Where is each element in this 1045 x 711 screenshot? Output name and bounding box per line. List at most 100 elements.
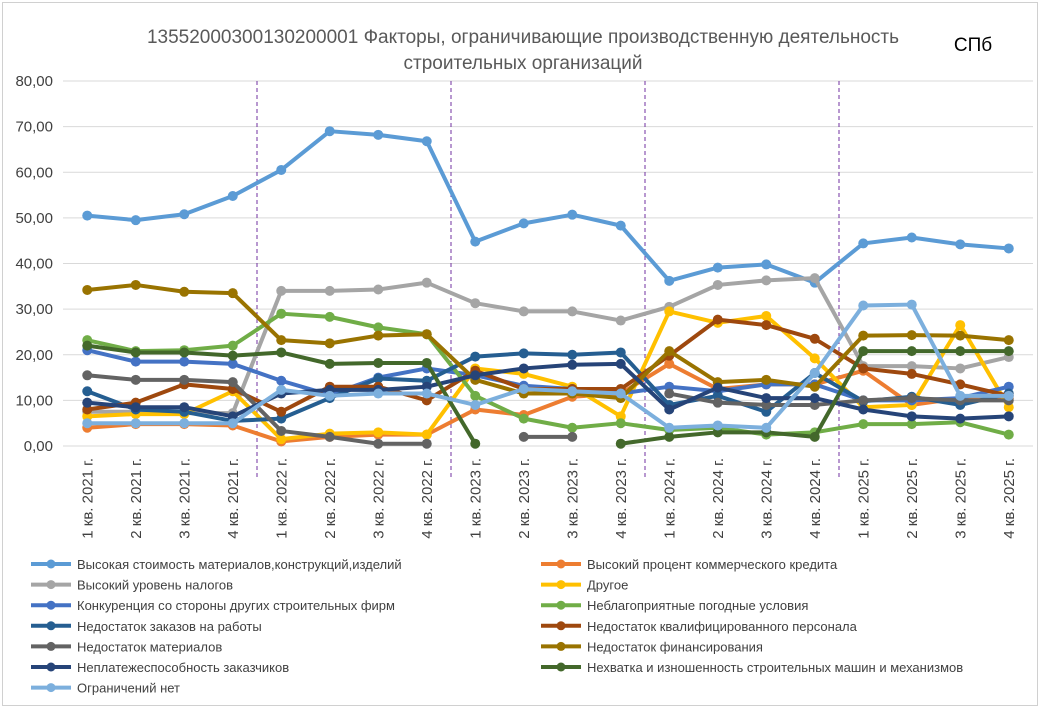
data-point bbox=[82, 397, 93, 408]
data-point bbox=[276, 347, 287, 358]
legend-item: Другое bbox=[541, 578, 628, 593]
data-point bbox=[82, 411, 93, 422]
x-tick-label: 4 кв. 2025 г. bbox=[1001, 458, 1018, 539]
data-point bbox=[858, 300, 869, 311]
legend-label: Неблагоприятные погодные условия bbox=[587, 598, 808, 613]
data-point bbox=[858, 395, 869, 406]
series-line bbox=[85, 311, 1011, 437]
data-point bbox=[324, 358, 335, 369]
legend-label: Недостаток материалов bbox=[77, 639, 222, 654]
data-point bbox=[615, 411, 626, 422]
data-point bbox=[373, 322, 384, 333]
legend-item: Недостаток заказов на работы bbox=[31, 619, 262, 634]
data-point bbox=[761, 310, 772, 321]
x-tick-label: 2 кв. 2023 г. bbox=[516, 458, 533, 539]
y-tick-label: 50,00 bbox=[15, 210, 53, 227]
data-point bbox=[82, 210, 93, 221]
data-point bbox=[761, 275, 772, 286]
data-point bbox=[179, 209, 190, 220]
data-point bbox=[858, 404, 869, 415]
data-point bbox=[664, 431, 675, 442]
data-point bbox=[227, 350, 238, 361]
data-point bbox=[82, 404, 93, 415]
series-line bbox=[85, 302, 1011, 430]
data-point bbox=[712, 390, 723, 401]
x-tick-label: 3 кв. 2021 г. bbox=[176, 458, 193, 539]
y-tick-label: 80,00 bbox=[15, 73, 53, 90]
legend-label: Недостаток заказов на работы bbox=[77, 619, 262, 634]
data-point bbox=[373, 438, 384, 449]
data-point bbox=[82, 418, 93, 429]
legend-item: Конкуренция со стороны других строительн… bbox=[31, 598, 395, 613]
legend-item: Высокая стоимость материалов,конструкций… bbox=[31, 557, 402, 572]
data-point bbox=[421, 329, 432, 340]
legend-swatch-marker bbox=[46, 559, 56, 569]
legend-label: Высокий процент коммерческого кредита bbox=[587, 557, 838, 572]
data-point bbox=[276, 425, 287, 436]
data-point bbox=[276, 406, 287, 417]
data-point bbox=[906, 346, 917, 357]
legend-item: Нехватка и изношенность строительных маш… bbox=[541, 660, 963, 675]
x-tick-label: 3 кв. 2025 г. bbox=[952, 458, 969, 539]
y-axis-ticks: 0,00 10,00 20,00 30,00 40,00 50,00 60,00 70,00 8… bbox=[15, 73, 53, 455]
data-point bbox=[761, 399, 772, 410]
data-point bbox=[421, 357, 432, 368]
data-point bbox=[470, 236, 481, 247]
data-point bbox=[179, 402, 190, 413]
data-point bbox=[906, 232, 917, 243]
data-point bbox=[664, 306, 675, 317]
data-point bbox=[809, 431, 820, 442]
legend-item: Недостаток квалифицированного персонала bbox=[541, 619, 858, 634]
data-point bbox=[858, 346, 869, 357]
data-point bbox=[615, 418, 626, 429]
data-point bbox=[712, 427, 723, 438]
legend-item: Ограничений нет bbox=[31, 681, 180, 696]
data-point bbox=[615, 358, 626, 369]
data-point bbox=[906, 361, 917, 372]
data-point bbox=[1003, 335, 1014, 346]
data-point bbox=[179, 347, 190, 358]
data-point bbox=[130, 279, 141, 290]
data-point bbox=[470, 390, 481, 401]
legend-item: Недостаток материалов bbox=[31, 639, 222, 654]
line-chart: 13552000300130200001 Факторы, ограничива… bbox=[15, 27, 1033, 696]
legend-label: Нехватка и изношенность строительных маш… bbox=[587, 660, 963, 675]
data-point bbox=[761, 422, 772, 433]
data-point bbox=[470, 351, 481, 362]
x-axis-ticks: 1 кв. 2021 г. 2 кв. 2021 г. 3 кв. 2021 г. 4… bbox=[79, 458, 1018, 539]
data-point bbox=[761, 374, 772, 385]
data-point bbox=[615, 347, 626, 358]
data-point bbox=[712, 262, 723, 273]
data-point bbox=[324, 285, 335, 296]
data-point bbox=[421, 136, 432, 147]
series-1 bbox=[82, 126, 1014, 288]
series-group bbox=[82, 126, 1014, 449]
data-point bbox=[1003, 346, 1014, 357]
data-point bbox=[421, 277, 432, 288]
data-point bbox=[955, 346, 966, 357]
data-point bbox=[82, 284, 93, 295]
legend-item: Недостаток финансирования bbox=[541, 639, 763, 654]
data-point bbox=[373, 357, 384, 368]
data-point bbox=[276, 413, 287, 424]
data-point bbox=[373, 427, 384, 438]
legend-item: Неблагоприятные погодные условия bbox=[541, 598, 808, 613]
data-point bbox=[664, 358, 675, 369]
data-point bbox=[664, 388, 675, 399]
data-point bbox=[664, 275, 675, 286]
data-point bbox=[615, 388, 626, 399]
legend-item: Высокий уровень налогов bbox=[31, 578, 233, 593]
data-point bbox=[906, 299, 917, 310]
data-point bbox=[373, 330, 384, 341]
data-point bbox=[955, 363, 966, 374]
data-point bbox=[858, 363, 869, 374]
legend-swatch-marker bbox=[556, 641, 566, 651]
x-tick-label: 1 кв. 2022 г. bbox=[273, 458, 290, 539]
data-point bbox=[276, 308, 287, 319]
data-point bbox=[276, 375, 287, 386]
data-point bbox=[518, 383, 529, 394]
series-13 bbox=[82, 299, 1014, 433]
y-tick-label: 0,00 bbox=[24, 438, 53, 455]
data-point bbox=[227, 377, 238, 388]
